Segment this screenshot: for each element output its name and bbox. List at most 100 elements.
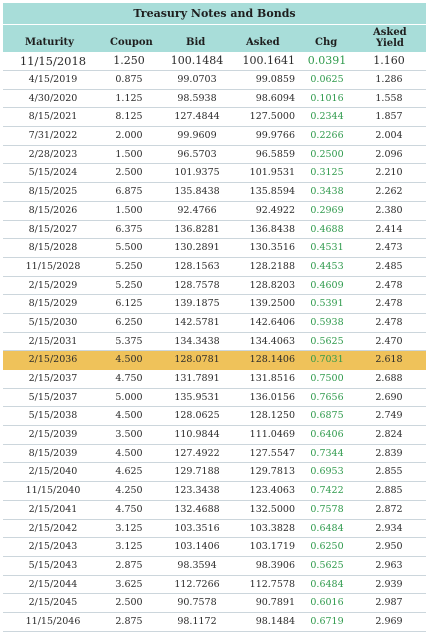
maturity-cell: 2/15/2031	[28, 335, 78, 347]
coupon-cell: 4.625	[115, 466, 143, 478]
table-row: 8/15/2028 5.500 130.2891 130.3516 0.4531 2.47…	[3, 239, 426, 258]
asked-yield-cell: 2.618	[375, 354, 403, 366]
coupon-cell: 6.125	[115, 298, 143, 310]
asked-cell: 128.2188	[249, 260, 295, 272]
chg-cell: 0.7031	[310, 354, 344, 366]
bid-cell: 98.1172	[177, 615, 217, 627]
table-row: 8/15/2029 6.125 139.1875 139.2500 0.5391 2.47…	[3, 295, 426, 314]
table-row: 11/15/2018 1.250 100.1484 100.1641 0.0391 1.1…	[3, 52, 426, 71]
asked-cell: 103.1719	[249, 541, 295, 553]
table-title: Treasury Notes and Bonds	[3, 3, 426, 24]
asked-yield-cell: 2.380	[375, 204, 403, 216]
bid-cell: 103.1406	[174, 541, 220, 553]
asked-yield-cell: 2.478	[375, 316, 403, 328]
table-row: 11/15/2046 2.875 98.1172 98.1484 0.6719 2.969	[3, 613, 426, 632]
table-row: 5/15/2037 5.000 135.9531 136.0156 0.7656 2.69…	[3, 389, 426, 408]
coupon-cell: 1.500	[115, 148, 143, 160]
bid-cell: 96.5703	[177, 148, 217, 160]
coupon-cell: 1.125	[115, 92, 143, 104]
bid-cell: 101.9375	[174, 167, 220, 179]
coupon-cell: 3.625	[115, 578, 143, 590]
maturity-cell: 2/15/2029	[28, 279, 78, 291]
chg-cell: 0.7578	[310, 503, 344, 515]
chg-cell: 0.5391	[310, 298, 344, 310]
asked-yield-cell: 2.478	[375, 279, 403, 291]
chg-cell: 0.7422	[310, 485, 344, 497]
asked-yield-cell: 2.855	[375, 466, 403, 478]
bid-cell: 98.5938	[177, 92, 217, 104]
asked-cell: 128.8203	[249, 279, 295, 291]
chg-cell: 0.5938	[310, 316, 344, 328]
coupon-cell: 5.250	[115, 260, 143, 272]
maturity-cell: 11/15/2040	[25, 485, 81, 497]
bid-cell: 142.5781	[174, 316, 220, 328]
coupon-cell: 5.250	[115, 279, 143, 291]
table-row: 5/15/2024 2.500 101.9375 101.9531 0.3125 2.21…	[3, 164, 426, 184]
coupon-cell: 4.500	[115, 354, 143, 366]
bid-cell: 110.9844	[174, 429, 220, 441]
asked-yield-cell: 2.969	[375, 615, 403, 627]
asked-cell: 142.6406	[249, 316, 295, 328]
asked-cell: 98.3906	[255, 559, 295, 571]
coupon-cell: 2.875	[115, 615, 143, 627]
table-row: 2/15/2029 5.250 128.7578 128.8203 0.4609 2.47…	[3, 277, 426, 296]
coupon-cell: 3.125	[115, 541, 143, 553]
asked-cell: 92.4922	[255, 204, 295, 216]
coupon-cell: 2.500	[115, 597, 143, 609]
asked-yield-cell: 2.473	[375, 242, 403, 254]
maturity-cell: 5/15/2030	[28, 316, 78, 328]
asked-yield-cell: 1.160	[373, 54, 405, 67]
asked-yield-cell: 2.414	[375, 223, 403, 235]
maturity-cell: 11/15/2046	[25, 615, 81, 627]
chg-cell: 0.2969	[310, 204, 344, 216]
table-row: 2/15/2031 5.375 134.3438 134.4063 0.5625 2.47…	[3, 333, 426, 352]
table-row: 2/15/2043 3.125 103.1406 103.1719 0.6250 2.95…	[3, 538, 426, 557]
chg-cell: 0.6406	[310, 429, 344, 441]
bid-cell: 139.1875	[174, 298, 220, 310]
maturity-cell: 11/15/2028	[25, 260, 81, 272]
coupon-cell: 6.250	[115, 316, 143, 328]
asked-cell: 90.7891	[255, 597, 295, 609]
coupon-cell: 4.250	[115, 485, 143, 497]
column-header-asked-yield-line2: Yield	[376, 38, 404, 49]
table-row: 4/30/2020 1.125 98.5938 98.6094 0.1016 1.558	[3, 90, 426, 109]
bid-cell: 134.3438	[174, 335, 220, 347]
asked-cell: 127.5547	[249, 447, 295, 459]
chg-cell: 0.2344	[310, 111, 344, 123]
chg-cell: 0.7344	[310, 447, 344, 459]
bid-cell: 128.0625	[174, 410, 220, 422]
maturity-cell: 5/15/2043	[28, 559, 78, 571]
coupon-cell: 0.875	[115, 74, 143, 85]
asked-yield-cell: 2.478	[375, 298, 403, 310]
asked-yield-cell: 2.939	[375, 578, 403, 590]
asked-yield-cell: 2.934	[375, 522, 403, 534]
coupon-cell: 6.375	[115, 223, 143, 235]
asked-cell: 134.4063	[249, 335, 295, 347]
bid-cell: 128.0781	[174, 354, 220, 366]
table-row: 2/28/2023 1.500 96.5703 96.5859 0.2500 2.096	[3, 146, 426, 165]
table-row: 2/15/2045 2.500 90.7578 90.7891 0.6016 2.987	[3, 594, 426, 613]
asked-yield-cell: 2.004	[375, 130, 403, 142]
table-row: 8/15/2025 6.875 135.8438 135.8594 0.3438 2.26…	[3, 183, 426, 202]
asked-cell: 128.1406	[249, 354, 295, 366]
chg-cell: 0.1016	[310, 92, 344, 104]
table-row: 2/15/2040 4.625 129.7188 129.7813 0.6953 2.85…	[3, 463, 426, 483]
coupon-cell: 4.500	[115, 410, 143, 422]
coupon-cell: 5.500	[115, 242, 143, 254]
maturity-cell: 5/15/2037	[28, 391, 78, 403]
bid-cell: 135.9531	[174, 391, 220, 403]
asked-cell: 136.8438	[249, 223, 295, 235]
asked-yield-cell: 1.558	[375, 92, 403, 104]
asked-cell: 132.5000	[249, 503, 295, 515]
asked-yield-cell: 2.885	[375, 485, 403, 497]
maturity-cell: 5/15/2024	[28, 167, 78, 179]
asked-cell: 101.9531	[249, 167, 295, 179]
column-header-coupon: Coupon	[110, 37, 153, 48]
asked-yield-cell: 2.210	[375, 167, 403, 179]
coupon-cell: 2.000	[115, 130, 143, 142]
asked-yield-cell: 2.262	[375, 186, 403, 198]
asked-cell: 99.9766	[255, 130, 295, 142]
asked-yield-cell: 1.857	[375, 111, 403, 123]
asked-cell: 123.4063	[249, 485, 295, 497]
asked-yield-cell: 2.485	[375, 260, 403, 272]
